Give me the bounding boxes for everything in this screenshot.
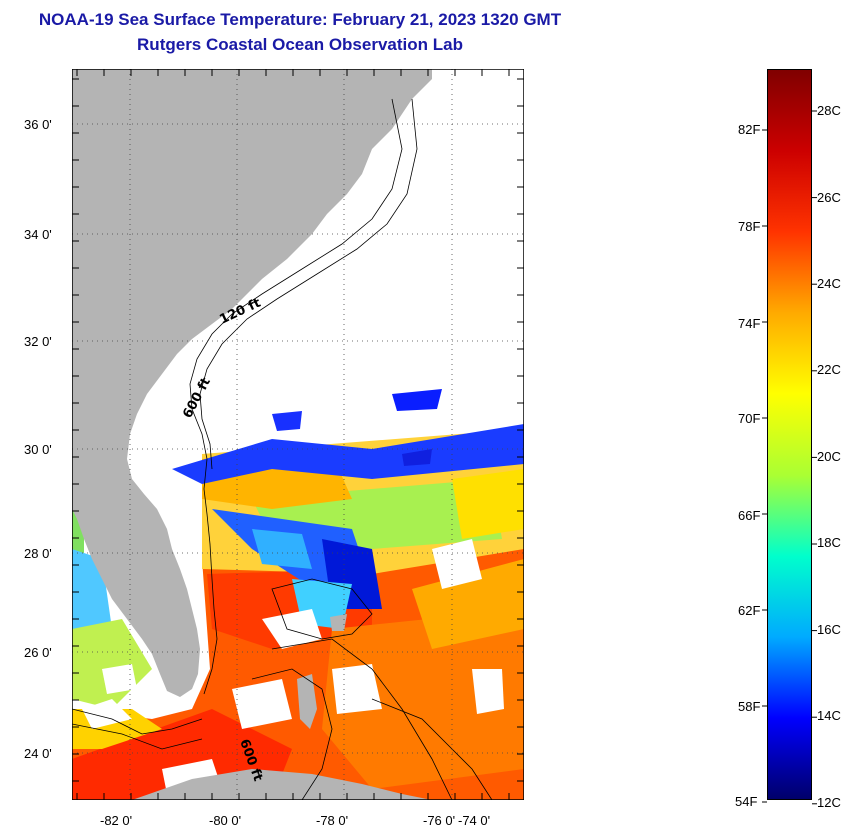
cbar-label-24c: 24C	[817, 276, 841, 291]
lat-label-30: 30 0'	[24, 442, 52, 457]
andros-island	[297, 674, 317, 729]
cbar-label-78f: 78F	[738, 219, 761, 234]
lat-label-32: 32 0'	[24, 334, 52, 349]
lon-label-82: -82 0'	[100, 813, 133, 828]
cbar-label-62f: 62F	[738, 603, 761, 618]
cbar-label-20c: 20C	[817, 449, 841, 464]
lat-lon-grid	[72, 69, 524, 800]
cuba-land	[132, 769, 432, 800]
cbar-label-66f: 66F	[738, 508, 761, 523]
cbar-label-26c: 26C	[817, 190, 841, 205]
cbar-label-12c: 12C	[817, 795, 841, 810]
map-subtitle: Rutgers Coastal Ocean Observation Lab	[137, 35, 463, 54]
lon-label-74: -74 0'	[458, 813, 491, 828]
temperature-colorbar	[767, 69, 812, 800]
cbar-label-16c: 16C	[817, 622, 841, 637]
cbar-label-18c: 18C	[817, 535, 841, 550]
cbar-label-22c: 22C	[817, 362, 841, 377]
lat-label-24: 24 0'	[24, 746, 52, 761]
cbar-label-54f: 54F	[735, 794, 758, 809]
lon-label-78: -78 0'	[316, 813, 349, 828]
cbar-label-74f: 74F	[738, 316, 761, 331]
cbar-label-58f: 58F	[738, 699, 761, 714]
lat-label-28: 28 0'	[24, 546, 52, 561]
sst-field	[72, 389, 524, 800]
lon-label-76: -76 0'	[423, 813, 456, 828]
cbar-label-28c: 28C	[817, 103, 841, 118]
sst-map: 120 ft 600 ft 600 ft	[72, 69, 524, 800]
cbar-label-14c: 14C	[817, 708, 841, 723]
lon-label-80: -80 0'	[209, 813, 242, 828]
bathymetry-contours	[72, 98, 493, 800]
lat-label-36: 36 0'	[24, 117, 52, 132]
cbar-label-70f: 70F	[738, 411, 761, 426]
land-mass	[72, 69, 432, 697]
lat-label-34: 34 0'	[24, 227, 52, 242]
lat-label-26: 26 0'	[24, 645, 52, 660]
cbar-label-82f: 82F	[738, 122, 761, 137]
map-title: NOAA-19 Sea Surface Temperature: Februar…	[38, 10, 562, 29]
